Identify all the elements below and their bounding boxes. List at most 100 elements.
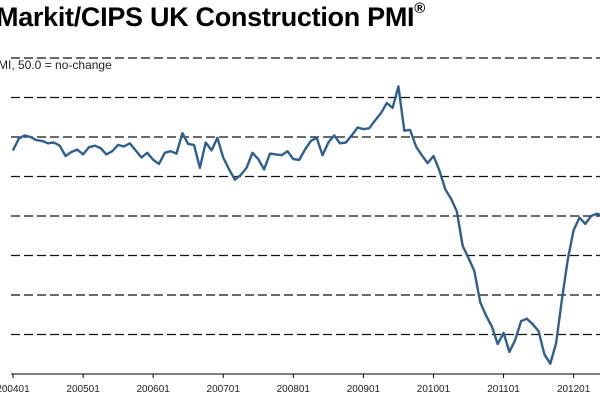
- x-tick-label: 200601: [136, 384, 170, 395]
- data-point: [175, 153, 178, 155]
- data-point: [222, 156, 224, 159]
- data-point: [596, 213, 598, 215]
- series-line: [11, 85, 600, 365]
- data-point: [409, 129, 411, 131]
- data-point: [12, 149, 14, 151]
- data-point: [421, 154, 423, 156]
- data-point: [105, 153, 107, 155]
- data-point: [567, 258, 569, 260]
- data-point: [450, 198, 452, 200]
- x-tick-label: 200901: [347, 384, 381, 395]
- chart-title: Markit/CIPS UK Construction PMI®: [0, 0, 425, 33]
- data-point: [240, 174, 242, 176]
- data-point: [228, 168, 230, 170]
- data-point: [234, 179, 236, 181]
- data-point: [82, 153, 84, 155]
- data-point: [199, 167, 201, 169]
- data-point: [281, 154, 283, 156]
- data-point: [310, 140, 312, 142]
- data-point: [526, 318, 528, 320]
- x-tick-label: 201201: [557, 384, 591, 395]
- x-tick-label: 200401: [0, 384, 30, 395]
- data-point: [456, 210, 458, 212]
- data-point: [357, 126, 359, 129]
- data-point: [70, 151, 72, 153]
- data-point: [333, 134, 335, 136]
- data-point: [403, 130, 405, 132]
- x-axis: 200401 200501 200601 200701 200801 200901 2010…: [0, 373, 600, 395]
- data-point: [117, 144, 119, 146]
- data-point: [532, 323, 534, 325]
- data-point: [497, 343, 499, 345]
- data-point: [29, 136, 32, 138]
- data-point: [339, 142, 341, 144]
- data-point: [146, 152, 148, 154]
- data-point: [543, 353, 546, 355]
- data-point: [246, 167, 248, 169]
- data-point: [18, 138, 20, 140]
- data-point: [123, 145, 125, 148]
- x-tick-label: 200801: [277, 384, 311, 395]
- data-point: [479, 301, 481, 303]
- data-point: [158, 163, 160, 165]
- data-point: [351, 134, 353, 136]
- series-layer: [11, 85, 600, 365]
- data-point: [187, 143, 189, 145]
- data-point: [111, 150, 113, 152]
- data-point: [76, 149, 78, 151]
- data-point: [53, 141, 55, 144]
- data-point: [216, 137, 218, 139]
- data-point: [514, 339, 516, 341]
- data-point: [590, 215, 592, 217]
- data-point: [211, 149, 213, 151]
- data-point: [59, 145, 61, 147]
- data-point: [467, 257, 470, 259]
- data-point: [205, 141, 207, 144]
- data-point: [164, 152, 166, 154]
- data-point: [397, 85, 399, 87]
- data-point: [374, 119, 376, 121]
- data-point: [170, 150, 172, 152]
- data-point: [181, 132, 183, 134]
- x-tick-label: 200701: [207, 384, 241, 395]
- data-point: [327, 141, 329, 144]
- data-point: [129, 142, 131, 144]
- data-point: [368, 127, 370, 129]
- data-point: [100, 147, 102, 149]
- data-point: [251, 152, 253, 154]
- data-point: [462, 245, 464, 247]
- registered-mark: ®: [414, 0, 425, 17]
- data-point: [275, 153, 277, 155]
- data-point: [491, 326, 493, 328]
- x-tick-label: 201001: [417, 384, 451, 395]
- data-point: [473, 270, 475, 272]
- data-point: [24, 134, 26, 136]
- data-point: [485, 314, 487, 317]
- data-point: [152, 159, 154, 161]
- chart-subtitle: MI, 50.0 = no-change: [0, 58, 112, 72]
- data-point: [573, 229, 575, 231]
- data-point: [321, 154, 324, 156]
- data-point: [538, 330, 540, 332]
- data-point: [41, 140, 43, 142]
- data-point: [549, 363, 551, 365]
- data-point: [362, 128, 364, 130]
- x-tick-label: 200501: [66, 384, 100, 395]
- data-point: [578, 217, 581, 219]
- data-point: [432, 155, 435, 157]
- data-point: [386, 102, 388, 104]
- data-point: [304, 149, 306, 151]
- chart-title-text: Markit/CIPS UK Construction PMI: [0, 2, 415, 32]
- data-point: [65, 155, 67, 157]
- data-point: [263, 168, 265, 170]
- data-point: [520, 320, 522, 322]
- data-point: [444, 188, 446, 190]
- data-point: [94, 145, 96, 147]
- data-point: [380, 112, 382, 114]
- gridlines: [11, 57, 600, 336]
- data-point: [584, 223, 586, 225]
- data-point: [561, 298, 563, 300]
- data-point: [415, 145, 417, 148]
- data-point: [193, 144, 195, 146]
